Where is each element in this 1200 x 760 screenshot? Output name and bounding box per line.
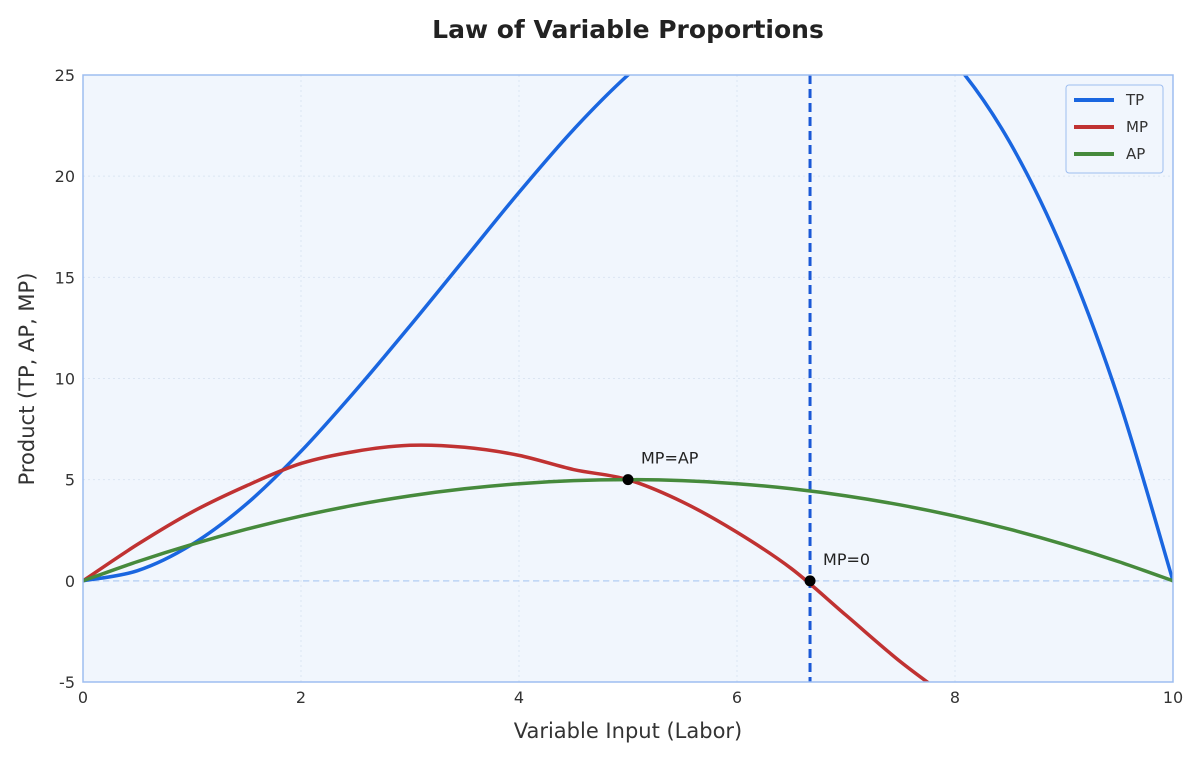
y-axis-ticks: -5 0 5 10 15 20 25 [55, 66, 75, 692]
annotation-label: MP=AP [641, 449, 699, 468]
annotation-label: MP=0 [823, 550, 870, 569]
series-line-mp [83, 443, 931, 682]
x-tick-label: 0 [78, 688, 88, 707]
y-tick-label: 0 [65, 572, 75, 591]
x-tick-label: 10 [1163, 688, 1183, 707]
legend-label-tp: TP [1125, 91, 1144, 109]
x-axis-ticks: 0 2 4 6 8 10 [78, 688, 1183, 707]
series-line-tp [83, 75, 1173, 583]
legend: TP MP AP [1065, 84, 1164, 174]
x-tick-label: 2 [296, 688, 306, 707]
chart-title: Law of Variable Proportions [432, 15, 824, 44]
y-tick-label: 15 [55, 268, 75, 287]
plot-frame [82, 74, 1174, 683]
y-tick-label: 5 [65, 471, 75, 490]
annotations: MP=AP MP=0 [622, 449, 870, 587]
annotation-point [804, 575, 816, 587]
y-tick-label: 25 [55, 66, 75, 85]
legend-label-ap: AP [1126, 145, 1145, 163]
x-tick-label: 8 [950, 688, 960, 707]
legend-label-mp: MP [1126, 118, 1148, 136]
x-axis-label: Variable Input (Labor) [514, 719, 743, 743]
x-tick-label: 4 [514, 688, 524, 707]
y-tick-label: -5 [59, 673, 75, 692]
y-tick-label: 10 [55, 370, 75, 389]
legend-box [1065, 84, 1164, 174]
y-axis-label: Product (TP, AP, MP) [15, 273, 39, 486]
y-tick-label: 20 [55, 167, 75, 186]
annotation-point [622, 474, 634, 486]
x-tick-label: 6 [732, 688, 742, 707]
